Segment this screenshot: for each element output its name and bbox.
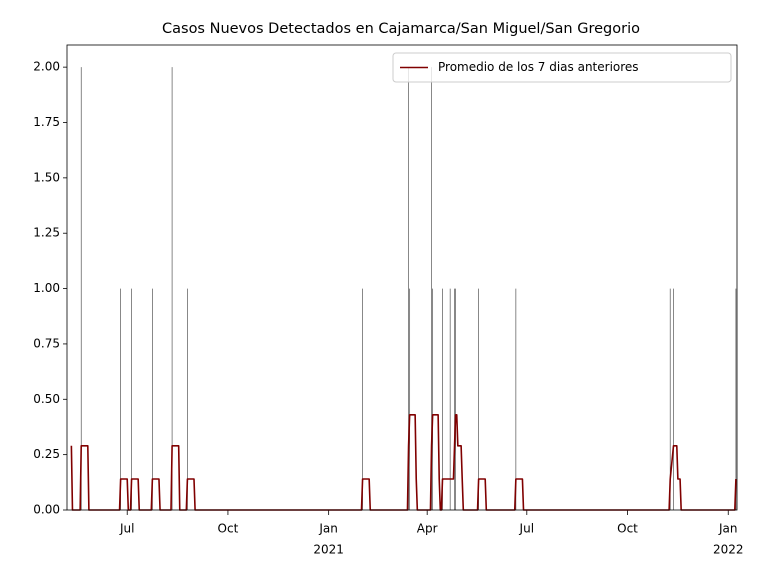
y-tick-label: 0.75 [33,336,60,350]
x-tick-label: Oct [617,522,638,536]
x-tick-label: Jul [119,522,134,536]
x-tick-year: 2022 [713,543,744,557]
y-tick-label: 0.50 [33,392,60,406]
y-tick-label: 1.25 [33,226,60,240]
y-tick-label: 1.50 [33,170,60,184]
y-tick-label: 1.75 [33,115,60,129]
average-line [70,413,737,511]
x-tick-label: Jan [718,522,738,536]
x-tick-label: Apr [417,522,438,536]
y-tick-label: 2.00 [33,60,60,74]
x-tick-label: Jul [519,522,534,536]
y-tick-label: 0.25 [33,447,60,461]
x-tick-label: Oct [218,522,239,536]
x-tick-label: Jan [318,522,338,536]
chart-title: Casos Nuevos Detectados en Cajamarca/San… [162,21,640,37]
legend-box [392,52,732,83]
y-tick-label: 0.00 [33,503,60,517]
x-tick-year: 2021 [313,543,344,557]
legend: Promedio de los 7 dias anteriores [392,52,732,83]
axes-frame [66,44,738,511]
legend-label: Promedio de los 7 dias anteriores [438,60,639,74]
y-tick-label: 1.00 [33,281,60,295]
